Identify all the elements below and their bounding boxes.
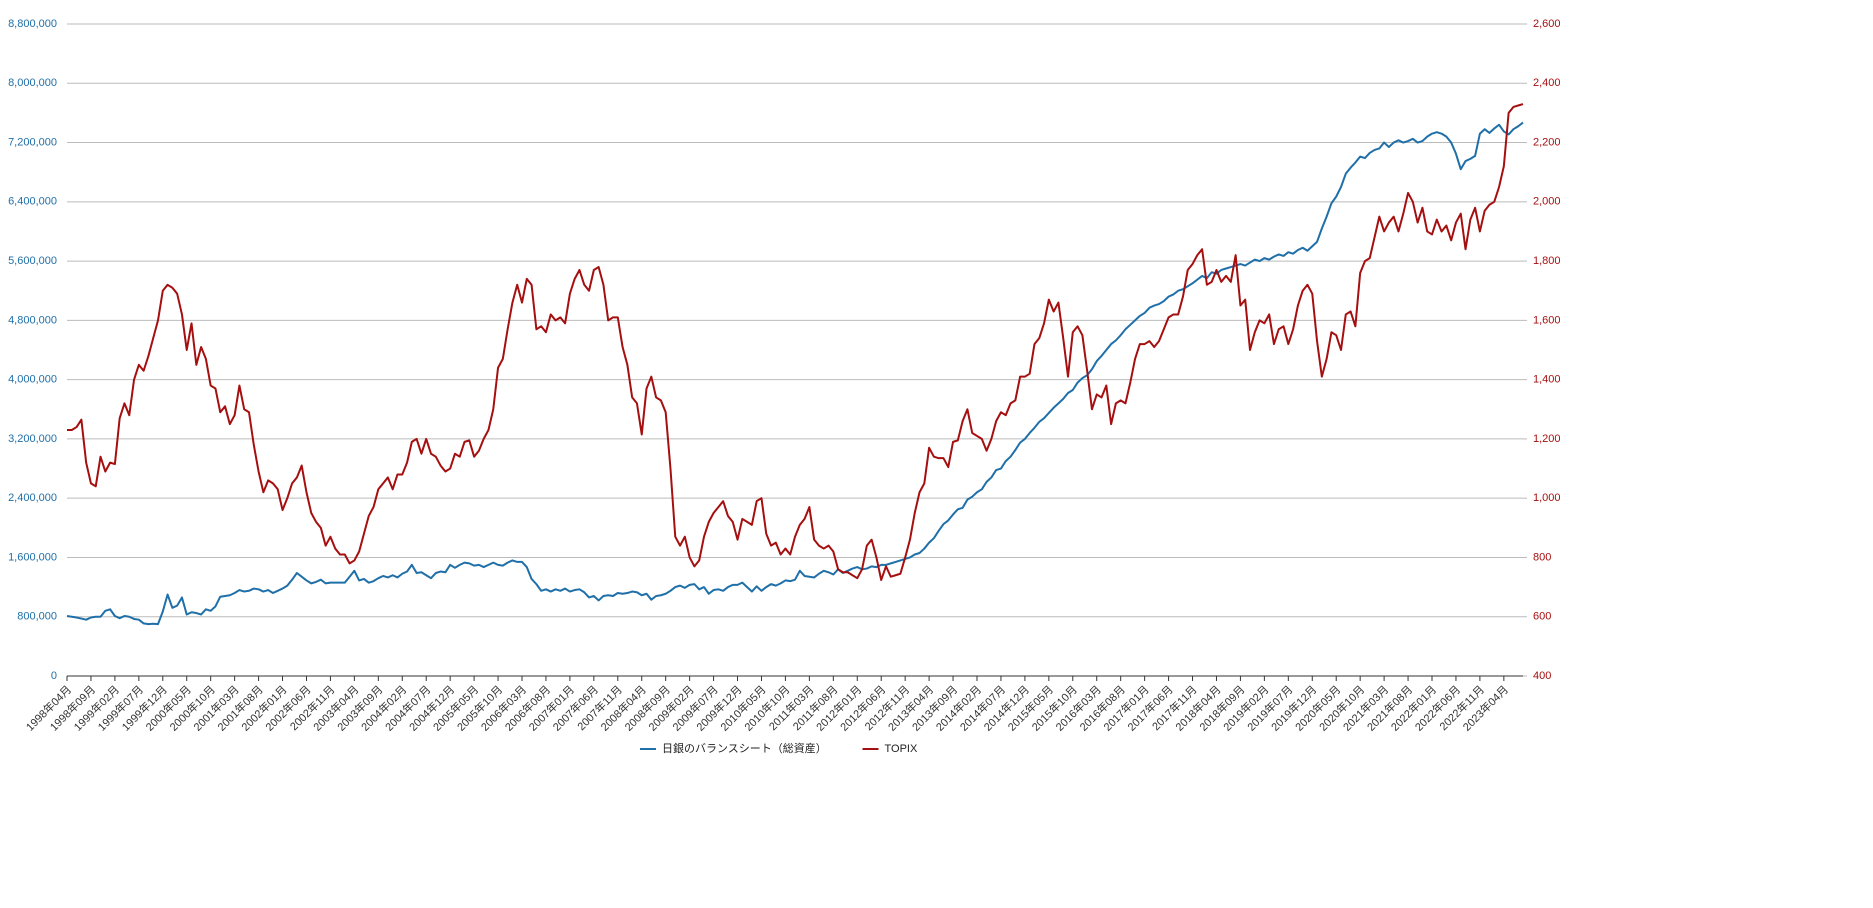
y2-tick-label: 1,600: [1533, 314, 1561, 326]
y-tick-label: 4,000,000: [8, 374, 57, 386]
y2-tick-label: 2,200: [1533, 136, 1561, 148]
y2-tick-label: 1,200: [1533, 433, 1561, 445]
y2-tick-label: 2,000: [1533, 196, 1561, 208]
y-tick-label: 7,200,000: [8, 136, 57, 148]
legend-label: TOPIX: [885, 743, 918, 755]
y2-tick-label: 1,000: [1533, 492, 1561, 504]
y-tick-label: 8,800,000: [8, 18, 57, 30]
y-tick-label: 5,600,000: [8, 255, 57, 267]
y2-tick-label: 400: [1533, 670, 1551, 682]
y-tick-label: 2,400,000: [8, 492, 57, 504]
y-tick-label: 800,000: [17, 611, 57, 623]
y-tick-label: 4,800,000: [8, 314, 57, 326]
y-tick-label: 3,200,000: [8, 433, 57, 445]
y2-tick-label: 800: [1533, 551, 1551, 563]
y-tick-label: 6,400,000: [8, 196, 57, 208]
y2-tick-label: 2,600: [1533, 18, 1561, 30]
y-tick-label: 8,000,000: [8, 77, 57, 89]
series-line: [67, 103, 1524, 581]
y2-tick-label: 1,400: [1533, 374, 1561, 386]
y2-tick-label: 2,400: [1533, 77, 1561, 89]
y-tick-label: 0: [51, 670, 57, 682]
y-tick-label: 1,600,000: [8, 551, 57, 563]
legend-label: 日銀のバランスシート（総資産）: [662, 741, 827, 755]
y2-tick-label: 1,800: [1533, 255, 1561, 267]
series-line: [66, 121, 1524, 626]
y2-tick-label: 600: [1533, 611, 1551, 623]
